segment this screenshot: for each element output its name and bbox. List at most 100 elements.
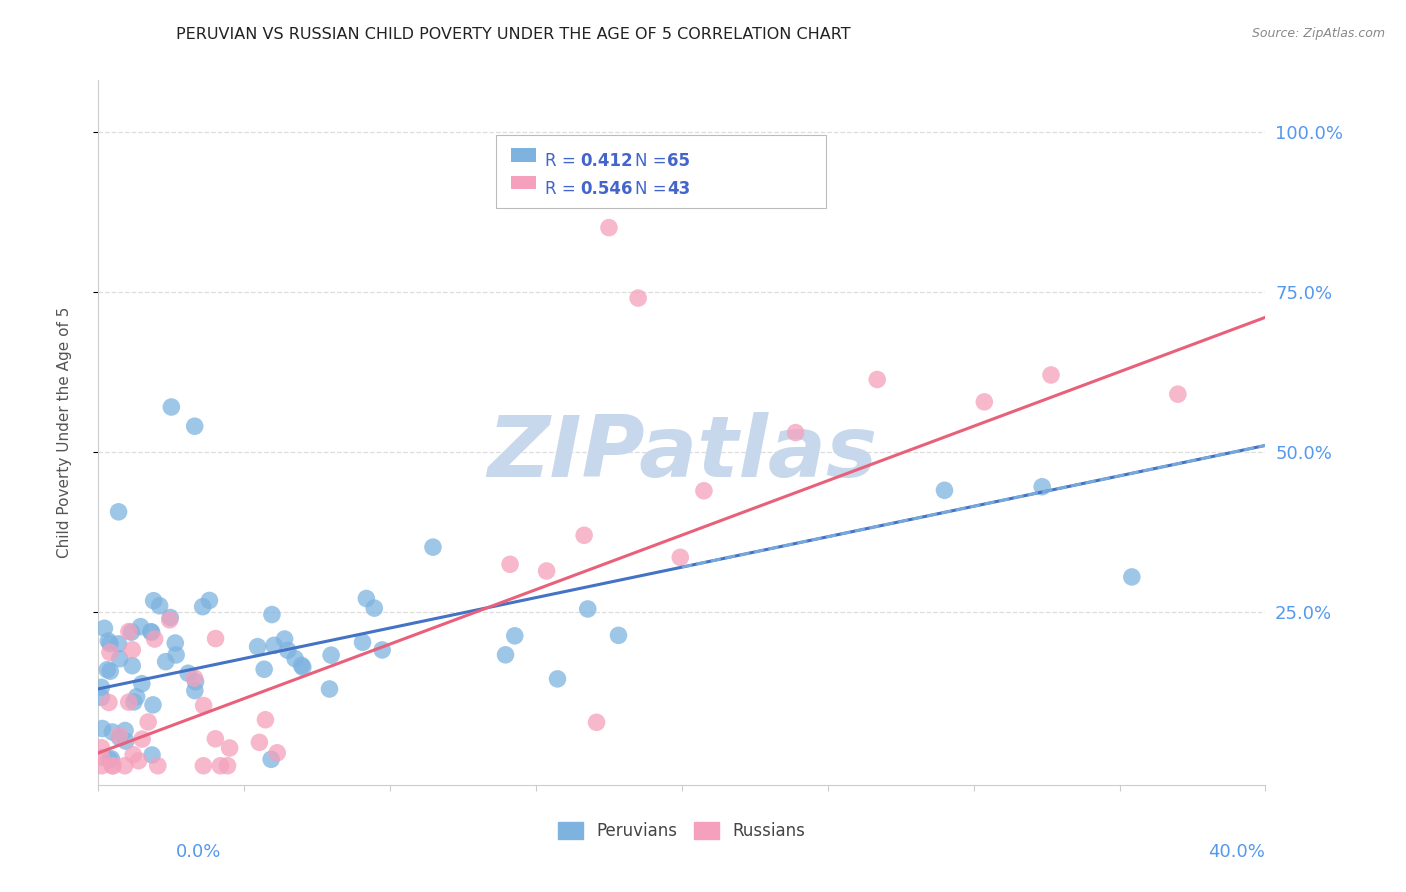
- Point: [108, 731, 131, 745]
- Point: [98, 637, 121, 651]
- Point: [499, 558, 522, 572]
- Point: [495, 648, 517, 662]
- Point: [122, 747, 145, 762]
- Point: [108, 652, 131, 666]
- Point: [356, 591, 378, 606]
- Point: [114, 734, 136, 748]
- Point: [184, 674, 207, 689]
- Point: [91, 722, 114, 736]
- Legend: Peruvians, Russians: Peruvians, Russians: [551, 815, 813, 847]
- Point: [1031, 480, 1053, 494]
- Point: [108, 729, 131, 743]
- Point: [585, 715, 607, 730]
- Point: [160, 400, 183, 414]
- Point: [547, 672, 569, 686]
- Point: [98, 645, 121, 659]
- Text: 65: 65: [668, 153, 690, 170]
- Point: [363, 601, 385, 615]
- Point: [204, 731, 226, 746]
- Point: [536, 564, 558, 578]
- Point: [165, 636, 187, 650]
- Text: 0.412: 0.412: [581, 153, 633, 170]
- Point: [193, 758, 215, 772]
- Point: [131, 732, 153, 747]
- Point: [184, 683, 207, 698]
- Text: N =: N =: [636, 180, 672, 198]
- Point: [183, 419, 205, 434]
- Point: [607, 628, 630, 642]
- Point: [209, 758, 232, 772]
- Point: [142, 593, 165, 607]
- Point: [291, 660, 314, 674]
- Point: [129, 620, 152, 634]
- Text: ZIPatlas: ZIPatlas: [486, 412, 877, 495]
- Point: [191, 599, 214, 614]
- Text: 43: 43: [668, 180, 690, 198]
- Point: [693, 483, 716, 498]
- Point: [277, 643, 299, 657]
- Point: [165, 648, 187, 662]
- Text: 40.0%: 40.0%: [1209, 843, 1265, 861]
- Point: [266, 746, 288, 760]
- Point: [142, 698, 165, 712]
- Point: [177, 666, 200, 681]
- Point: [118, 624, 141, 639]
- Point: [183, 671, 205, 685]
- Point: [318, 681, 340, 696]
- Point: [114, 758, 136, 772]
- Point: [90, 740, 112, 755]
- Point: [785, 425, 807, 440]
- Point: [114, 723, 136, 738]
- Point: [217, 758, 239, 772]
- Point: [866, 372, 889, 386]
- Point: [1167, 387, 1189, 401]
- Text: N =: N =: [636, 153, 672, 170]
- Text: PERUVIAN VS RUSSIAN CHILD POVERTY UNDER THE AGE OF 5 CORRELATION CHART: PERUVIAN VS RUSSIAN CHILD POVERTY UNDER …: [176, 27, 851, 42]
- Point: [100, 752, 122, 766]
- Point: [1121, 570, 1143, 584]
- Point: [1040, 368, 1063, 382]
- Point: [107, 637, 129, 651]
- Point: [260, 752, 283, 766]
- Point: [159, 610, 181, 624]
- Point: [98, 752, 121, 766]
- Point: [107, 505, 129, 519]
- Point: [90, 680, 112, 694]
- Point: [290, 658, 312, 673]
- Text: 0.546: 0.546: [581, 180, 633, 198]
- Point: [934, 483, 956, 498]
- Point: [422, 540, 444, 554]
- Point: [155, 655, 177, 669]
- Text: 0.0%: 0.0%: [176, 843, 221, 861]
- Point: [247, 735, 270, 749]
- Point: [139, 624, 162, 639]
- Point: [101, 725, 124, 739]
- Point: [118, 695, 141, 709]
- Point: [273, 632, 295, 646]
- Point: [90, 758, 112, 772]
- Point: [143, 632, 166, 646]
- Point: [198, 593, 221, 607]
- Point: [141, 747, 163, 762]
- Point: [159, 613, 181, 627]
- Point: [503, 629, 526, 643]
- Point: [284, 651, 307, 665]
- Point: [90, 750, 112, 764]
- Point: [128, 754, 150, 768]
- Point: [572, 528, 595, 542]
- Point: [371, 643, 394, 657]
- Point: [121, 642, 143, 657]
- Point: [120, 625, 142, 640]
- Point: [103, 758, 125, 772]
- Point: [253, 662, 276, 676]
- Point: [149, 599, 172, 613]
- Point: [122, 695, 145, 709]
- Point: [669, 550, 692, 565]
- Point: [260, 607, 283, 622]
- Point: [218, 741, 240, 756]
- Point: [246, 640, 269, 654]
- Point: [121, 658, 143, 673]
- Point: [101, 758, 124, 772]
- Point: [352, 635, 374, 649]
- Point: [254, 713, 277, 727]
